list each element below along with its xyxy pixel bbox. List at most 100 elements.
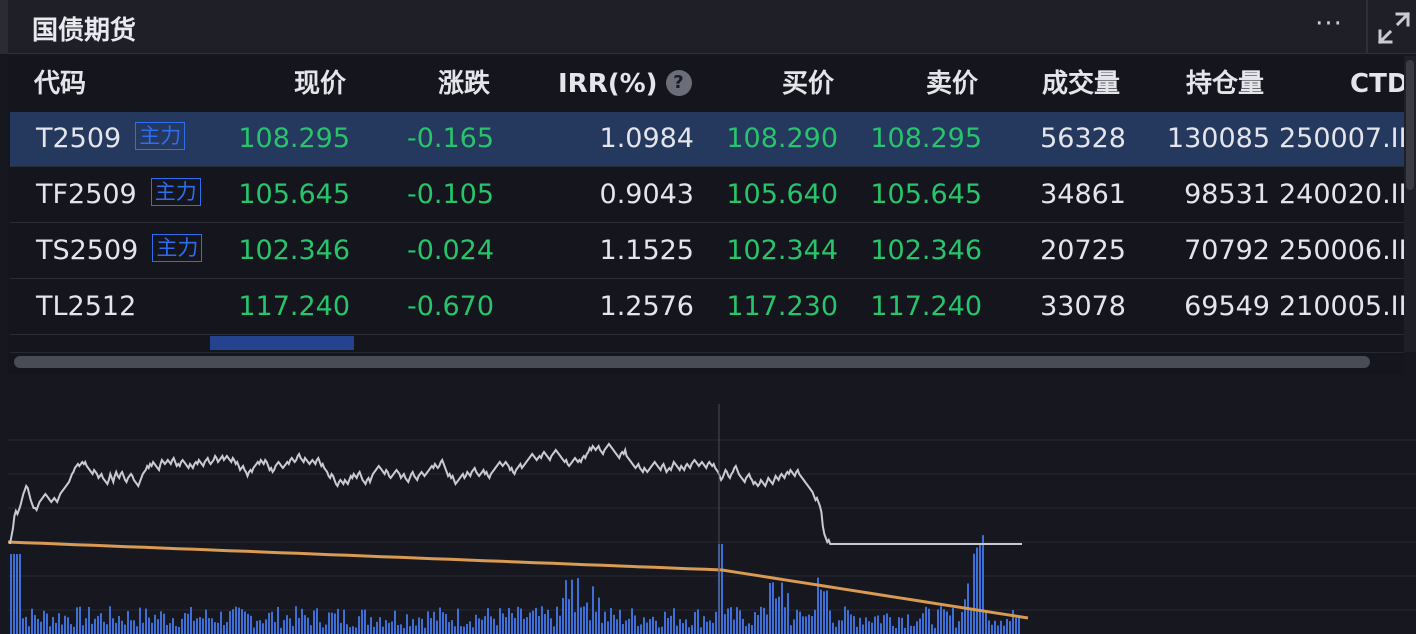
volume-bar: [28, 626, 30, 634]
col-header-ask[interactable]: 卖价: [926, 69, 979, 99]
col-header-open-interest[interactable]: 持仓量: [1186, 69, 1265, 99]
volume-bar: [694, 611, 696, 634]
volume-bar: [202, 618, 204, 634]
volume-bar: [100, 613, 102, 634]
volume-bar: [22, 618, 24, 634]
volume-bar: [421, 618, 423, 634]
cell-irr: 1.2576: [599, 291, 694, 322]
table-row[interactable]: TL2512 117.240 -0.670 1.2576 117.230 117.240 3…: [10, 280, 1416, 334]
table-row[interactable]: TF2509 主力 105.645 -0.105 0.9043 105.640 105.64…: [10, 168, 1416, 222]
vertical-scrollbar-thumb[interactable]: [1406, 60, 1414, 190]
volume-bar: [502, 613, 504, 634]
col-header-irr[interactable]: IRR(%)?: [558, 58, 692, 110]
volume-bar: [13, 554, 15, 634]
volume-bar: [310, 625, 312, 634]
volume-bar: [463, 626, 465, 634]
volume-bar: [751, 625, 753, 634]
expand-icon[interactable]: [1376, 10, 1412, 46]
volume-bar: [475, 614, 477, 634]
volume-bar: [964, 599, 966, 634]
table-row[interactable]: TS2509 主力 102.346 -0.024 1.1525 102.344 102.34…: [10, 224, 1416, 278]
col-header-change[interactable]: 涨跌: [438, 69, 491, 99]
volume-bar: [943, 609, 945, 634]
cell-change: -0.165: [406, 123, 494, 154]
volume-bar: [328, 612, 330, 634]
volume-bar: [187, 613, 189, 634]
volume-bar: [244, 611, 246, 634]
volume-bar: [841, 620, 843, 634]
volume-bar: [250, 615, 252, 634]
volume-bar: [529, 612, 531, 634]
volume-bar: [307, 617, 309, 634]
volume-bar: [181, 618, 183, 634]
volume-bar: [466, 623, 468, 634]
table-row[interactable]: T2509 主力 108.295 -0.165 1.0984 108.290 108.295…: [10, 112, 1416, 166]
header-divider: [1366, 0, 1368, 54]
volume-bar: [337, 608, 339, 634]
volume-bar: [127, 610, 129, 634]
cell-open-interest: 70792: [1184, 235, 1270, 266]
volume-bar: [667, 617, 669, 634]
volume-bar: [706, 621, 708, 634]
volume-bar: [103, 621, 105, 634]
volume-bar: [205, 609, 207, 634]
volume-bar: [412, 619, 414, 634]
cell-volume: 20725: [1040, 235, 1126, 266]
volume-bar: [343, 609, 345, 634]
volume-bar: [625, 620, 627, 634]
col-header-price[interactable]: 现价: [294, 69, 347, 99]
volume-bar: [877, 615, 879, 634]
volume-bar: [145, 608, 147, 634]
volume-bar: [691, 625, 693, 634]
volume-bar: [724, 614, 726, 634]
volume-bar: [268, 612, 270, 634]
col-header-code[interactable]: 代码: [34, 69, 87, 99]
volume-bar: [76, 607, 78, 634]
volume-bar: [322, 627, 324, 634]
volume-bar: [865, 617, 867, 634]
volume-bar: [592, 586, 594, 634]
main-contract-badge: 主力: [135, 122, 186, 150]
col-header-volume[interactable]: 成交量: [1042, 69, 1121, 99]
volume-bar: [664, 611, 666, 634]
volume-bar: [880, 623, 882, 634]
help-icon[interactable]: ?: [665, 70, 692, 96]
volume-bar: [136, 626, 138, 634]
volume-bar: [868, 621, 870, 634]
volume-bar: [55, 622, 57, 634]
cell-ask: 117.240: [870, 291, 982, 322]
volume-bar: [490, 616, 492, 634]
volume-bar: [898, 617, 900, 634]
cell-bid: 102.344: [726, 235, 838, 266]
volume-bar: [808, 614, 810, 634]
volume-bar: [445, 613, 447, 634]
volume-bar: [430, 618, 432, 634]
volume-bar: [289, 618, 291, 634]
more-icon[interactable]: ···: [1315, 9, 1343, 39]
cell-ctd: 240020.IB: [1279, 179, 1416, 210]
volume-bar: [154, 614, 156, 634]
volume-bar: [499, 608, 501, 634]
volume-bar: [238, 607, 240, 634]
horizontal-scrollbar-thumb[interactable]: [14, 356, 1370, 368]
volume-bar: [517, 606, 519, 634]
volume-bar: [142, 622, 144, 634]
volume-bar: [160, 611, 162, 634]
volume-bar: [685, 619, 687, 634]
volume-bar: [679, 619, 681, 634]
volume-bar: [598, 597, 600, 634]
volume-bar: [34, 615, 36, 634]
volume-bar: [997, 625, 999, 634]
volume-bar: [295, 606, 297, 634]
col-header-ctd[interactable]: CTD: [1350, 69, 1409, 99]
volume-bar: [121, 620, 123, 634]
volume-bar: [907, 614, 909, 634]
volume-bar: [85, 618, 87, 634]
volume-bar: [214, 622, 216, 634]
volume-bar: [358, 616, 360, 634]
volume-bar: [886, 613, 888, 634]
volume-bar: [748, 623, 750, 634]
cell-price: 105.645: [238, 179, 350, 210]
col-header-bid[interactable]: 买价: [782, 69, 835, 99]
volume-bar: [955, 627, 957, 634]
